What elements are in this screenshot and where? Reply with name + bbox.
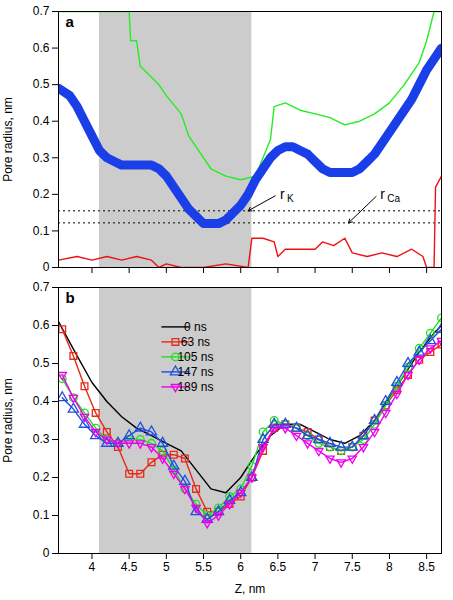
svg-text:0.6: 0.6 <box>33 41 50 55</box>
svg-text:0.3: 0.3 <box>33 432 50 446</box>
svg-text:b: b <box>66 289 75 306</box>
svg-text:0.7: 0.7 <box>33 280 50 294</box>
svg-text:6.5: 6.5 <box>270 560 287 574</box>
svg-text:Pore radius, nm: Pore radius, nm <box>1 378 15 463</box>
svg-text:Z, nm: Z, nm <box>235 582 266 596</box>
svg-text:147 ns: 147 ns <box>177 365 213 379</box>
svg-text:0 ns: 0 ns <box>184 320 207 334</box>
svg-text:5: 5 <box>163 560 170 574</box>
svg-text:4.5: 4.5 <box>121 560 138 574</box>
svg-text:5.5: 5.5 <box>195 560 212 574</box>
svg-text:0.5: 0.5 <box>33 77 50 91</box>
svg-text:r: r <box>280 186 285 202</box>
svg-text:0.2: 0.2 <box>33 187 50 201</box>
svg-text:0.1: 0.1 <box>33 224 50 238</box>
svg-text:0.1: 0.1 <box>33 508 50 522</box>
svg-text:0.7: 0.7 <box>33 4 50 18</box>
svg-text:6: 6 <box>237 560 244 574</box>
svg-text:8: 8 <box>386 560 393 574</box>
svg-text:Ca: Ca <box>387 193 400 204</box>
svg-text:a: a <box>66 13 75 30</box>
svg-text:0.5: 0.5 <box>33 356 50 370</box>
svg-text:0: 0 <box>43 260 50 274</box>
svg-text:Pore radius, nm: Pore radius, nm <box>1 97 15 182</box>
svg-text:189 ns: 189 ns <box>177 380 213 394</box>
svg-text:7.5: 7.5 <box>344 560 361 574</box>
svg-text:0: 0 <box>43 546 50 560</box>
svg-text:105 ns: 105 ns <box>177 350 213 364</box>
svg-text:0.2: 0.2 <box>33 470 50 484</box>
svg-text:0.4: 0.4 <box>33 394 50 408</box>
svg-text:r: r <box>380 186 385 202</box>
svg-text:7: 7 <box>312 560 319 574</box>
svg-text:0.6: 0.6 <box>33 318 50 332</box>
svg-text:0.4: 0.4 <box>33 114 50 128</box>
svg-text:0.3: 0.3 <box>33 151 50 165</box>
svg-text:8.5: 8.5 <box>418 560 435 574</box>
svg-text:K: K <box>287 193 294 204</box>
svg-text:63 ns: 63 ns <box>181 335 210 349</box>
svg-text:4: 4 <box>89 560 96 574</box>
